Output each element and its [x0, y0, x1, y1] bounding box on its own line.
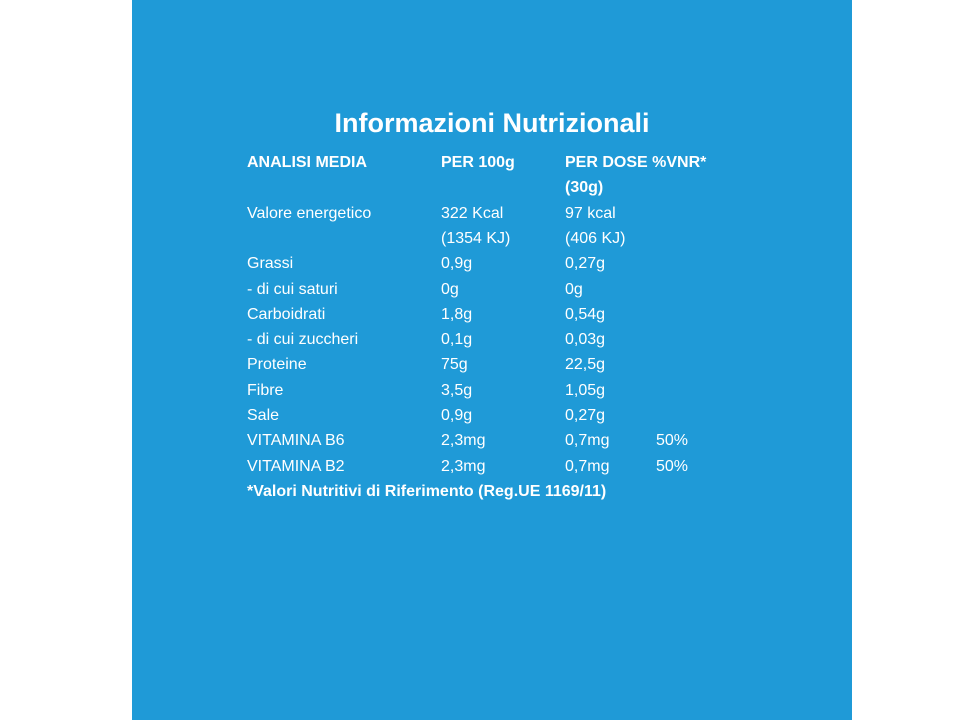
per100-value: 2,3mg — [441, 457, 486, 475]
per100-value: 0g — [441, 280, 459, 298]
row-label: Sale — [247, 407, 280, 424]
header-cell: (30g) — [565, 179, 604, 197]
perdose-value: (406 KJ) — [565, 229, 626, 247]
per100-value: 0,9g — [441, 255, 473, 273]
row-label: Valore energetico — [247, 204, 372, 222]
perdose-value: 0g — [565, 280, 583, 298]
perdose-value: 22,5g — [565, 356, 606, 374]
per100-value: 1,8g — [441, 305, 473, 323]
panel: Informazioni Nutrizionali ANALISI MEDIA P… — [132, 0, 852, 720]
row-label: VITAMINA B2 — [247, 457, 345, 475]
per100-value: 75g — [441, 356, 468, 374]
row-label: Carboidrati — [247, 305, 326, 323]
perdose-value: 0,7mg — [565, 432, 610, 450]
row-label: VITAMINA B6 — [247, 432, 345, 450]
row-label: Fibre — [247, 381, 284, 399]
per100-value: 0,1g — [441, 331, 473, 349]
per100-value: (1354 KJ) — [441, 229, 511, 247]
row-label: - di cui zuccheri — [247, 331, 359, 349]
per100-value: 2,3mg — [441, 432, 486, 450]
perdose-value: 0,54g — [565, 305, 606, 323]
title: Informazioni Nutrizionali — [334, 108, 650, 138]
per100-value: 3,5g — [441, 381, 473, 399]
header-cell: PER 100g — [441, 154, 515, 171]
perdose-value: 0,27g — [565, 407, 606, 424]
header-cell: PER DOSE %VNR* — [565, 154, 707, 171]
per100-value: 322 Kcal — [441, 204, 504, 222]
row-label: - di cui saturi — [247, 280, 338, 298]
footnote: *Valori Nutritivi di Riferimento (Reg.UE… — [247, 482, 607, 500]
row-label: Grassi — [247, 255, 294, 273]
per100-value: 0,9g — [441, 407, 473, 424]
row-label: Proteine — [247, 356, 307, 374]
perdose-value: 0,7mg — [565, 457, 610, 475]
perdose-value: 0,03g — [565, 331, 606, 349]
vnr-value: 50% — [656, 432, 689, 450]
vnr-value: 50% — [656, 457, 689, 475]
perdose-value: 0,27g — [565, 255, 606, 273]
perdose-value: 97 kcal — [565, 204, 616, 222]
perdose-value: 1,05g — [565, 381, 606, 399]
header-cell: ANALISI MEDIA — [247, 154, 367, 171]
